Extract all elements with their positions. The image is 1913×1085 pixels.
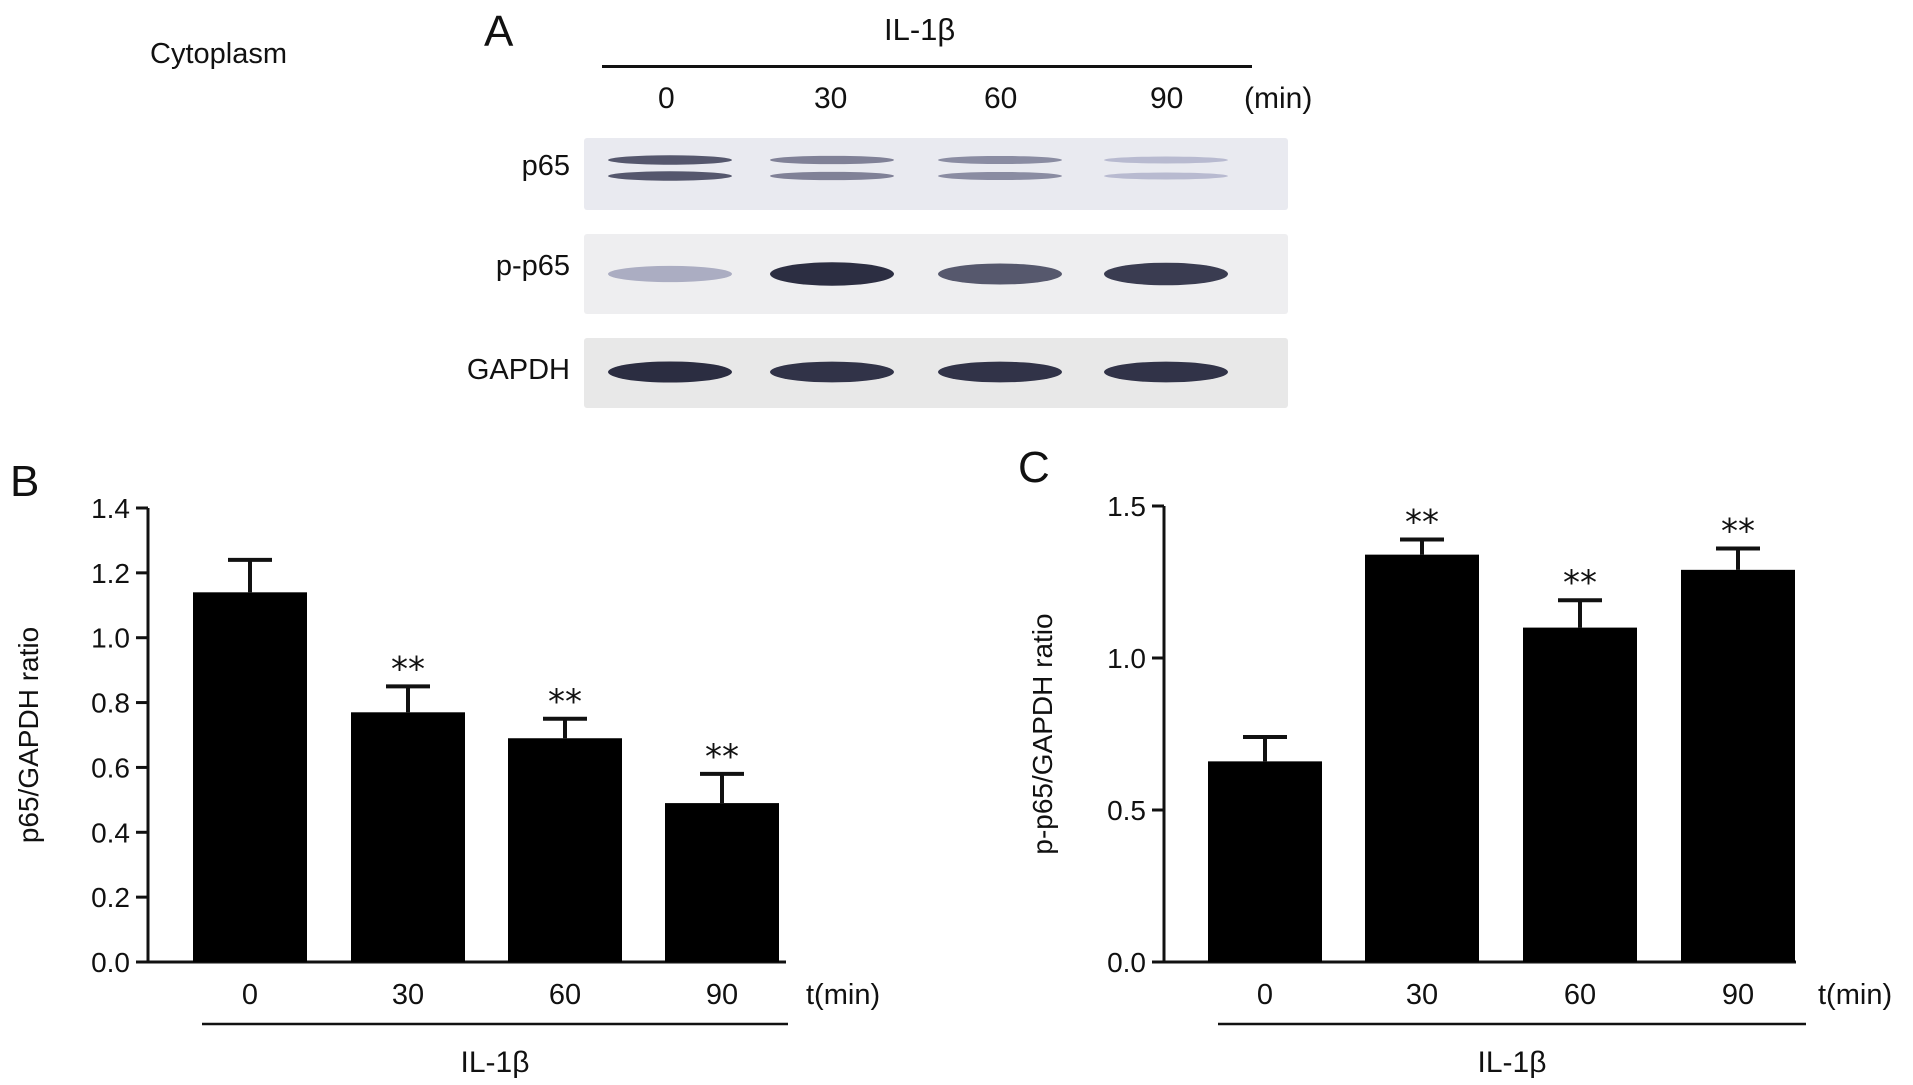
x-axis-title: t(min) xyxy=(806,979,880,1011)
treatment-label: IL-1β xyxy=(1478,1046,1547,1079)
blot-time-30: 30 xyxy=(814,82,848,115)
blot-band-p-p65-lane-3 xyxy=(938,263,1062,285)
bar-30 xyxy=(351,712,465,962)
blot-band-gapdh-lane-2 xyxy=(770,361,894,383)
blot-band-p-p65-lane-4 xyxy=(1104,262,1228,286)
bar-90 xyxy=(665,803,779,962)
significance-marker: ** xyxy=(1563,563,1597,603)
x-tick-label: 0 xyxy=(242,979,258,1011)
y-tick-label: 0.8 xyxy=(91,688,130,719)
x-tick-label: 30 xyxy=(1406,979,1438,1011)
y-tick-label: 0.6 xyxy=(91,752,130,783)
blot-band-gapdh-lane-4 xyxy=(1104,361,1228,383)
blot-band-p65-lane-3 xyxy=(938,155,1062,165)
blot-treatment-line xyxy=(602,65,1252,68)
blot-time-60: 60 xyxy=(984,82,1018,115)
blot-row-label-p-p65: p-p65 xyxy=(495,250,570,282)
blot-row-label-gapdh: GAPDH xyxy=(466,354,570,386)
blot-band-p-p65-lane-2 xyxy=(770,262,894,286)
blot-band-p65-lane-2 xyxy=(770,155,894,165)
y-tick-label: 1.2 xyxy=(91,558,130,589)
significance-marker: ** xyxy=(391,649,425,689)
blot-time-unit: (min) xyxy=(1244,82,1313,115)
y-tick-label: 1.0 xyxy=(1107,643,1146,674)
treatment-label: IL-1β xyxy=(461,1046,530,1079)
significance-marker: ** xyxy=(1721,512,1755,552)
x-tick-label: 60 xyxy=(1564,979,1596,1011)
panel-b-letter: B xyxy=(10,457,40,506)
y-tick-label: 0.0 xyxy=(1107,947,1146,978)
bar-0 xyxy=(193,592,307,962)
blot-treatment-label: IL-1β xyxy=(884,12,956,47)
x-tick-label: 30 xyxy=(392,979,424,1011)
blot-band-gapdh-lane-1 xyxy=(608,361,732,383)
bar-90 xyxy=(1681,569,1795,962)
x-tick-label: 60 xyxy=(549,979,581,1011)
blot-band-gapdh-lane-3 xyxy=(938,361,1062,383)
y-tick-label: 0.0 xyxy=(91,947,130,978)
blot-band-p65-lane-1 xyxy=(608,171,732,181)
blot-band-p65-lane-1 xyxy=(608,155,732,165)
panel-c-letter: C xyxy=(1018,443,1050,492)
cytoplasm-label: Cytoplasm xyxy=(150,38,287,70)
x-tick-label: 90 xyxy=(706,979,738,1011)
y-axis-title: p65/GAPDH ratio xyxy=(13,627,44,843)
y-tick-label: 0.5 xyxy=(1107,795,1146,826)
panel-a-letter: A xyxy=(484,7,514,56)
y-axis-title: p-p65/GAPDH ratio xyxy=(1027,613,1058,854)
blot-band-p65-lane-3 xyxy=(938,171,1062,181)
x-axis-title: t(min) xyxy=(1818,979,1892,1011)
y-tick-label: 1.5 xyxy=(1107,491,1146,522)
bar-60 xyxy=(508,738,622,962)
x-tick-label: 90 xyxy=(1722,979,1754,1011)
bar-0 xyxy=(1208,761,1322,962)
blot-band-p-p65-lane-1 xyxy=(608,265,732,283)
x-tick-label: 0 xyxy=(1257,979,1273,1011)
significance-marker: ** xyxy=(1405,502,1439,542)
bar-60 xyxy=(1523,627,1637,962)
blot-row-label-p65: p65 xyxy=(521,150,570,182)
y-tick-label: 0.2 xyxy=(91,882,130,913)
y-tick-label: 1.0 xyxy=(91,623,130,654)
y-tick-label: 0.4 xyxy=(91,817,130,848)
significance-marker: ** xyxy=(548,682,582,722)
y-tick-label: 1.4 xyxy=(91,493,130,524)
significance-marker: ** xyxy=(705,737,739,777)
bar-30 xyxy=(1365,554,1479,962)
blot-time-0: 0 xyxy=(658,82,675,115)
blot-band-p65-lane-4 xyxy=(1104,156,1228,164)
blot-time-90: 90 xyxy=(1150,82,1184,115)
blot-band-p65-lane-4 xyxy=(1104,172,1228,180)
blot-band-p65-lane-2 xyxy=(770,171,894,181)
